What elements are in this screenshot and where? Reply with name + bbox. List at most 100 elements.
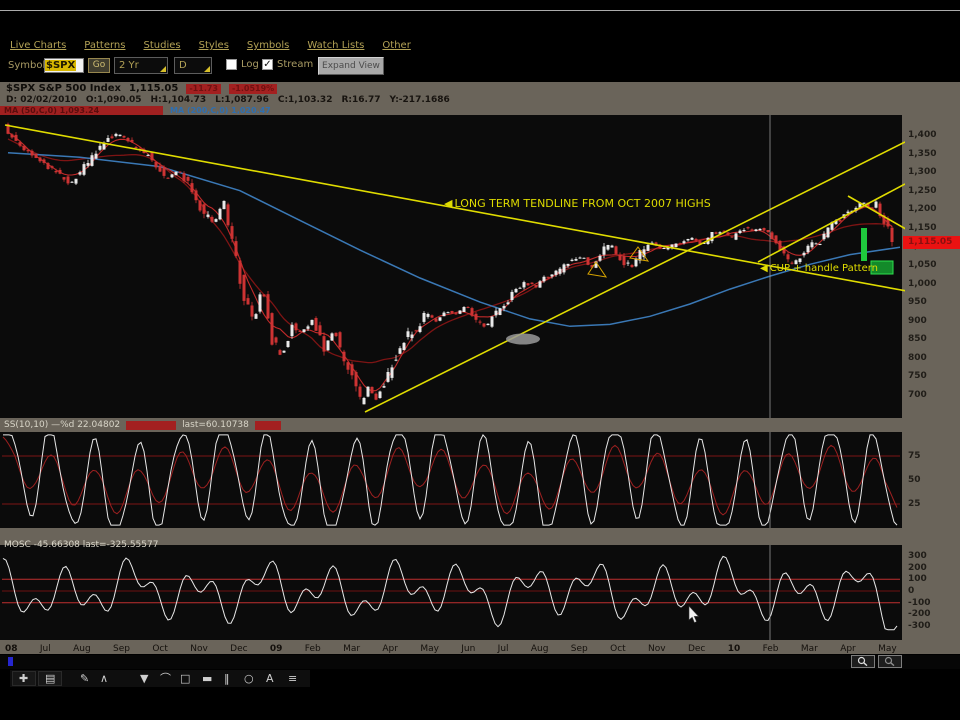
menu-item-styles[interactable]: Styles	[198, 40, 229, 51]
move-tool-icon[interactable]: ✚	[19, 672, 29, 685]
trendline-annotation-text: LONG TERM TENDLINE FROM OCT 2007 HIGHS	[454, 197, 711, 210]
quote-header: $SPX S&P 500 Index 1,115.05 -11.73 -1.05…	[6, 83, 278, 94]
arc-tool-icon[interactable]: ⌒	[160, 672, 171, 685]
timeline-label: Oct	[152, 644, 168, 654]
timeline-label: May	[878, 644, 897, 654]
last-price: 1,115.05	[129, 83, 179, 94]
stochastic-panel[interactable]	[0, 432, 902, 528]
magnifier-minus-icon	[857, 656, 868, 667]
timeline-label: Mar	[343, 644, 361, 654]
ma-slow-legend: MA (200,C,0) 1,020.47	[170, 106, 271, 115]
cup-handle-annotation-text: CUP + handle Pattern	[769, 263, 879, 274]
timeline-label: Aug	[530, 644, 549, 654]
stream-checkbox[interactable]: ✓	[262, 59, 273, 70]
go-button[interactable]: Go	[88, 58, 110, 73]
pencil-tool-icon[interactable]: ✎	[80, 672, 90, 685]
stochastic-header: SS(10,10) —%d 22.04802 last=60.10738	[4, 420, 281, 430]
ohlc-value: L:1,087.96	[215, 95, 269, 105]
menu-item-live-charts[interactable]: Live Charts	[10, 40, 67, 51]
stream-checkbox-group: ✓ Stream	[262, 59, 313, 70]
snapshot-button: Expand View	[318, 57, 384, 75]
symbol-input[interactable]: $SPX	[44, 58, 84, 73]
stochastic-title: SS(10,10) —%d 22.04802	[4, 420, 121, 430]
menu-item-other[interactable]: Other	[382, 40, 411, 51]
ohlc-value: R:16.77	[341, 95, 381, 105]
mcclellan-oscillator-panel[interactable]	[0, 545, 902, 640]
trendline-annotation: ◀ LONG TERM TENDLINE FROM OCT 2007 HIGHS	[444, 197, 711, 210]
timeline-label: Apr	[840, 644, 856, 654]
timeline-label: 10	[727, 644, 741, 654]
timeline-label: May	[420, 644, 439, 654]
timeline-label: Jul	[497, 644, 509, 654]
top-border-line	[0, 10, 960, 11]
timeline-label: Nov	[648, 644, 666, 654]
chart-scrollbar	[0, 655, 960, 669]
symbol-value: $SPX	[45, 60, 77, 71]
horizontal-line-tool-icon[interactable]: ▬	[202, 672, 213, 685]
timeline-label: Jun	[461, 644, 476, 654]
oscillator-title: MOSC -45.66308 last=-325.55577	[4, 540, 159, 550]
timeline-label: Dec	[687, 644, 706, 654]
log-label: Log	[241, 59, 259, 70]
timeline-label: Oct	[610, 644, 626, 654]
drawing-toolbar: ✚ ▤ ✎ ∧ ▼ ⌒ □ ▬ ‖ ○ A ≡	[0, 670, 960, 688]
period-dropdown[interactable]: D	[174, 57, 212, 74]
magnifier-plus-icon	[884, 656, 895, 667]
change-percent-badge: -1.0519%	[228, 83, 278, 94]
oscillator-header: MOSC -45.66308 last=-325.55577	[4, 532, 158, 551]
tool-tile[interactable]	[38, 671, 62, 686]
toolbar: Symbol $SPX Go 2 Yr D Log ✓ Stream Expan…	[0, 56, 960, 78]
timeline-label: Feb	[304, 644, 321, 654]
text-tool-icon[interactable]: A	[266, 672, 274, 685]
menu-tool-icon[interactable]: ≡	[288, 672, 298, 685]
zoom-in-button[interactable]	[878, 655, 902, 668]
eraser-tool-icon[interactable]: ▤	[45, 672, 56, 685]
ohlc-value: H:1,104.73	[150, 95, 207, 105]
timeline-label: Sep	[113, 644, 130, 654]
ma-fast-legend: MA (50,C,0) 1,093.24	[0, 106, 163, 115]
timeline-label: Sep	[570, 644, 588, 654]
timeline-label: 09	[269, 644, 283, 654]
rectangle-tool-icon[interactable]: □	[180, 672, 191, 685]
menu-item-patterns[interactable]: Patterns	[84, 40, 126, 51]
dropdown-corner-icon	[160, 66, 166, 72]
trendline-tool-icon[interactable]: ∧	[100, 672, 109, 685]
cup-handle-annotation: ◀ CUP + handle Pattern	[760, 263, 878, 274]
log-checkbox-group: Log	[226, 59, 259, 70]
stochastic-value-badge	[254, 420, 281, 430]
drawing-toolbar-strip	[10, 670, 310, 687]
circle-tool-icon[interactable]: ○	[244, 672, 254, 685]
timeline-label: Jul	[39, 644, 51, 654]
change-badge: -11.73	[186, 83, 221, 94]
time-axis: 08 Jul Aug Sep Oct Nov Dec 09 Feb Mar Apr May Jun Jul…	[5, 644, 897, 654]
menu-item-symbols[interactable]: Symbols	[246, 40, 290, 51]
period-value: D	[179, 60, 187, 71]
ohlc-value: D: 02/02/2010	[6, 95, 77, 105]
scrollbar-thumb[interactable]	[8, 657, 13, 666]
timeline-label: Feb	[762, 644, 779, 654]
left-arrow-icon: ◀	[444, 196, 453, 210]
menu-item-studies[interactable]: Studies	[143, 40, 181, 51]
timeline-label: 08	[5, 644, 18, 654]
timeline-label: Aug	[73, 644, 91, 654]
zoom-out-button[interactable]	[851, 655, 875, 668]
timeline-label: Dec	[230, 644, 248, 654]
timeline-label: Apr	[382, 644, 398, 654]
stream-label: Stream	[277, 59, 314, 70]
left-arrow-icon: ◀	[760, 262, 768, 274]
range-dropdown[interactable]: 2 Yr	[114, 57, 168, 74]
parallel-lines-tool-icon[interactable]: ‖	[224, 672, 230, 685]
ohlc-value: C:1,103.32	[277, 95, 333, 105]
ohlc-value: Y:-217.1686	[389, 95, 450, 105]
stochastic-last-value: last=60.10738	[182, 420, 249, 430]
menu-item-watch-lists[interactable]: Watch Lists	[307, 40, 365, 51]
triangle-tool-icon[interactable]: ▼	[140, 672, 149, 685]
symbol-label: Symbol	[8, 60, 46, 71]
log-checkbox[interactable]	[226, 59, 237, 70]
ohlc-value: O:1,090.05	[85, 95, 142, 105]
last-price-tag: 1,115.05	[903, 236, 960, 249]
menu-bar: Live Charts Patterns Studies Styles Symbols W…	[10, 40, 411, 54]
tool-tile[interactable]	[12, 671, 36, 686]
study-legend-row: MA (50,C,0) 1,093.24 MA (200,C,0) 1,020.…	[0, 106, 960, 115]
